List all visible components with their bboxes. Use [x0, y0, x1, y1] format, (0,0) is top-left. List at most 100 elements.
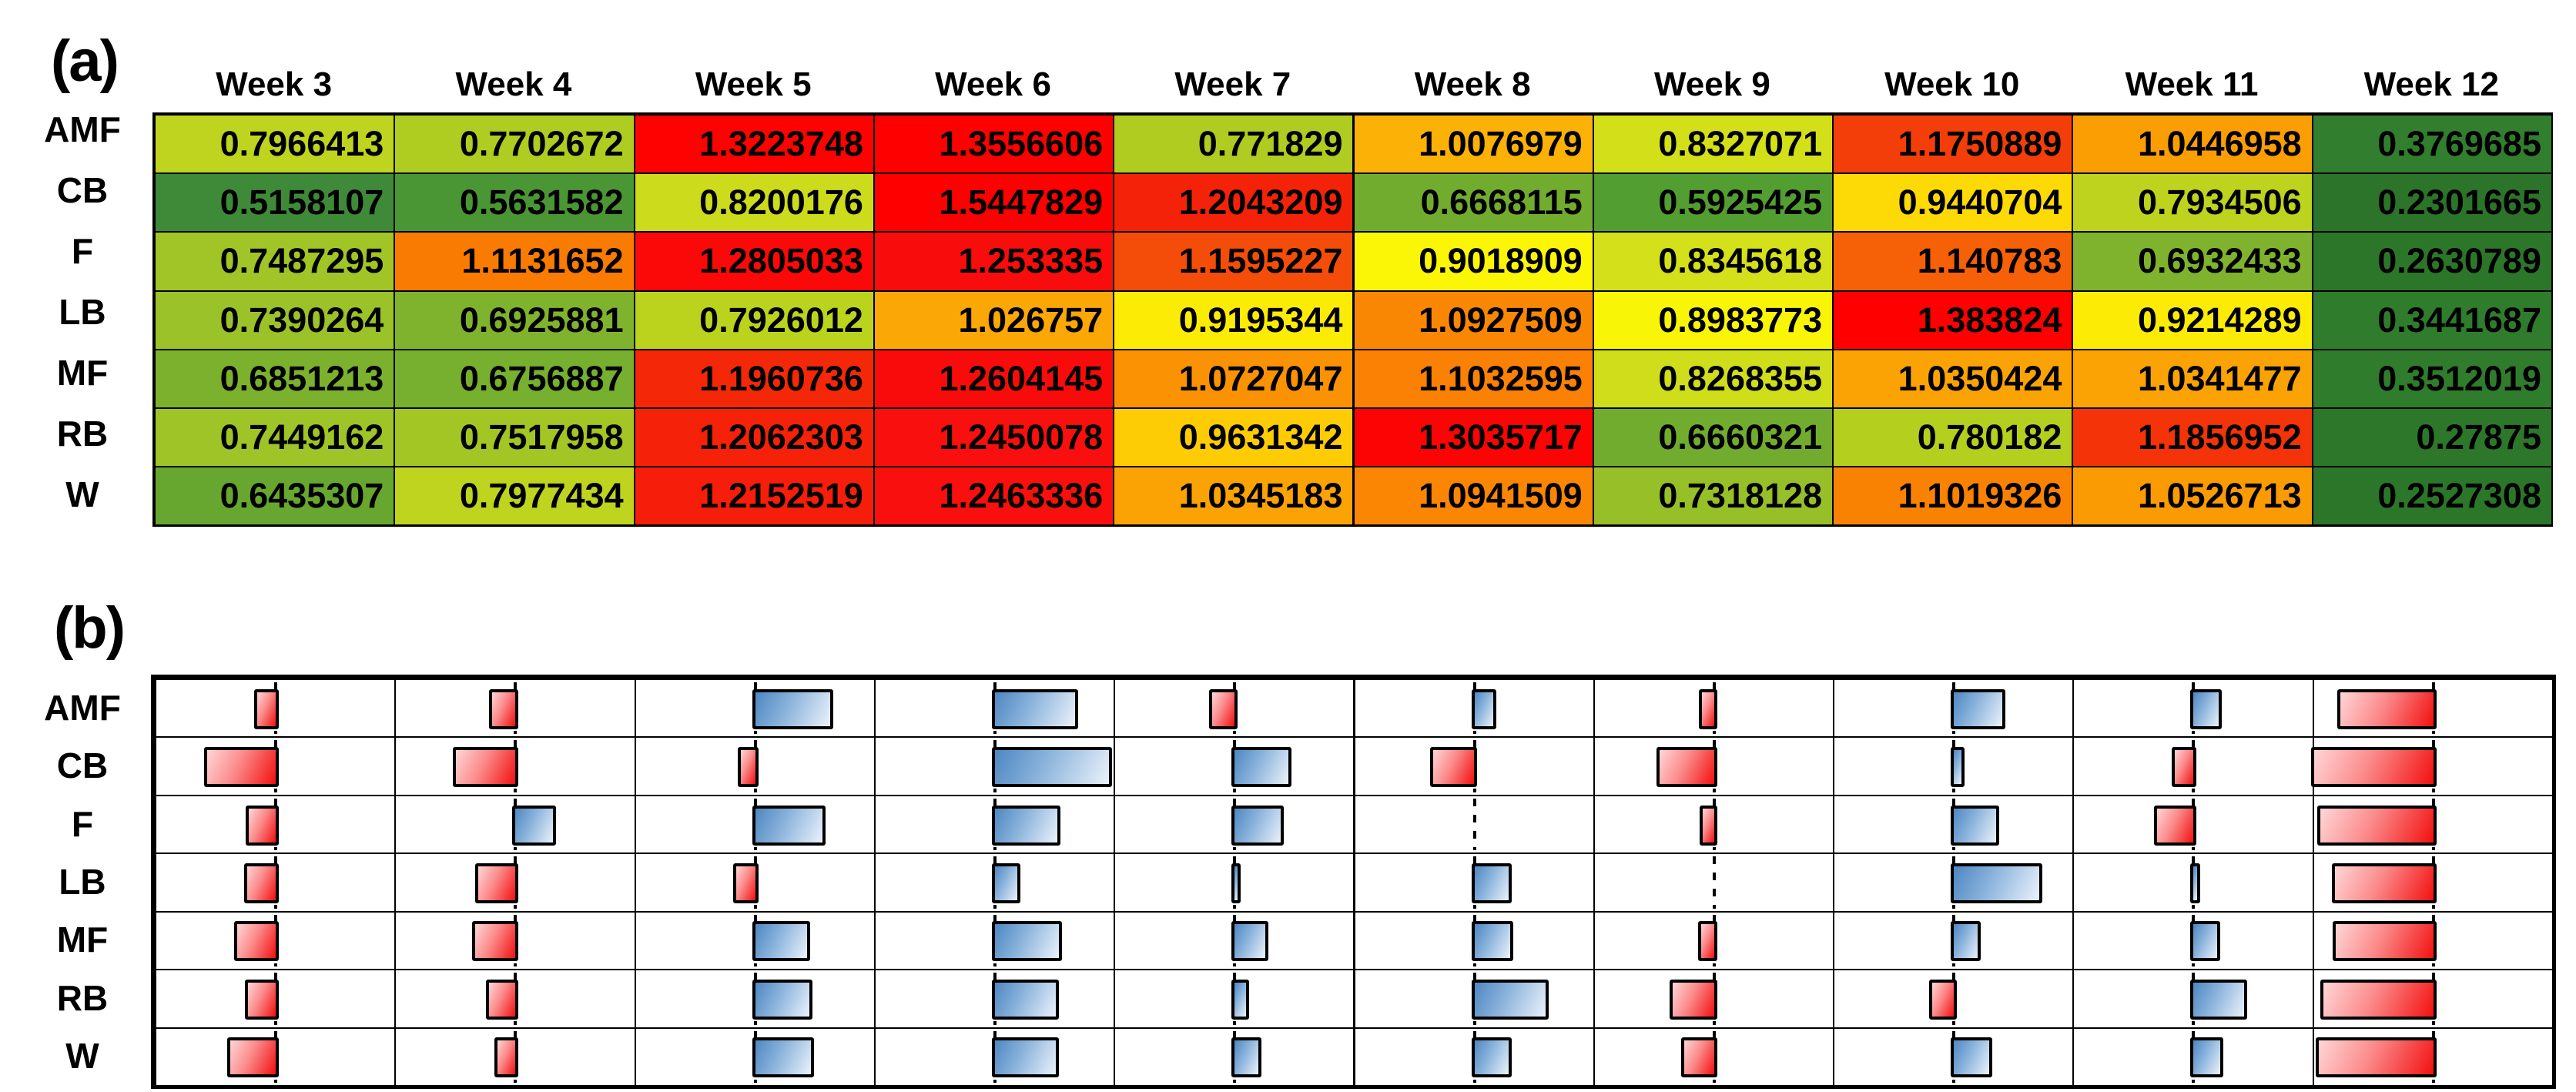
column-header: Week 5 [695, 65, 812, 103]
deviation-cell [1833, 910, 2075, 971]
deviation-bar-above [1231, 747, 1291, 788]
heatmap-cell: 1.0345183 [1113, 466, 1355, 527]
deviation-bar-below [2337, 688, 2437, 729]
heatmap-cell: 1.2062303 [633, 407, 875, 468]
deviation-row-label: F [71, 803, 94, 844]
deviation-cell [1353, 794, 1595, 855]
deviation-cell [1593, 736, 1835, 796]
deviation-bar-above [991, 688, 1079, 729]
deviation-bar-above [991, 863, 1020, 903]
heatmap-cell: 1.2450078 [873, 407, 1115, 468]
heatmap-cell: 0.9214289 [2072, 290, 2313, 350]
deviation-row-label: CB [56, 745, 109, 786]
deviation-row-label: LB [59, 862, 106, 902]
deviation-bar-below [2316, 805, 2437, 846]
deviation-cell [873, 910, 1116, 971]
deviation-bar-above [1231, 979, 1249, 1020]
deviation-bar-above [1951, 921, 1981, 962]
deviation-bar-above [2190, 688, 2223, 729]
deviation-cell [2311, 736, 2554, 796]
heatmap-cell: 1.2604145 [873, 348, 1115, 409]
deviation-bar-below [1669, 979, 1717, 1020]
deviation-cell [634, 910, 876, 971]
deviation-bar-below [1929, 979, 1958, 1020]
deviation-cell [1353, 678, 1595, 739]
deviation-bar-above [1471, 863, 1512, 903]
column-header: Week 11 [2125, 65, 2259, 103]
deviation-bar-below [475, 863, 519, 903]
column-header: Week 8 [1414, 65, 1531, 103]
deviation-bar-below [204, 747, 279, 788]
deviation-cell [1114, 678, 1355, 739]
deviation-bar-below [1429, 747, 1478, 788]
deviation-cell [2072, 678, 2314, 739]
deviation-cell [1593, 910, 1835, 971]
heatmap-cell: 0.3512019 [2311, 348, 2553, 409]
deviation-bar-above [1951, 747, 1965, 788]
deviation-cell [155, 736, 397, 796]
deviation-bar-above [1471, 1037, 1512, 1078]
deviation-bar-below [1699, 688, 1717, 729]
deviation-cell [1833, 678, 2075, 739]
deviation-bar-above [752, 979, 812, 1020]
deviation-cell [2072, 736, 2314, 796]
heatmap-cell: 1.1019326 [1832, 466, 2074, 527]
heatmap-cell: 0.6435307 [154, 466, 396, 527]
heatmap-cell: 1.383824 [1832, 290, 2074, 350]
heatmap-cell: 0.5925425 [1592, 173, 1834, 233]
deviation-bar-below [1656, 747, 1717, 788]
heatmap-cell: 0.5158107 [154, 173, 396, 233]
deviation-cell [2072, 910, 2314, 971]
heatmap-cell: 0.7517958 [394, 407, 635, 468]
deviation-bar-above [752, 688, 833, 729]
column-header: Week 6 [935, 65, 1051, 103]
heatmap-cell: 0.7926012 [633, 290, 875, 350]
deviation-bar-above [991, 805, 1060, 846]
heatmap-cell: 1.253335 [873, 231, 1115, 292]
deviation-bar-above [752, 921, 811, 962]
heatmap-cell: 1.026757 [873, 290, 1115, 350]
deviation-cell [1114, 736, 1355, 796]
heatmap-cell: 1.0927509 [1352, 290, 1594, 350]
deviation-bar-below [494, 1037, 519, 1078]
deviation-bar-below [226, 1037, 279, 1078]
deviation-cell [634, 1027, 876, 1087]
deviation-bar-below [2315, 1037, 2437, 1078]
heatmap-cell: 1.2043209 [1113, 173, 1355, 233]
deviation-cell [1833, 794, 2075, 855]
heatmap-cell: 0.780182 [1832, 407, 2074, 468]
deviation-bar-above [2190, 863, 2201, 903]
heatmap-row-label: RB [56, 414, 109, 454]
deviation-bar-above [991, 921, 1062, 962]
deviation-cell [155, 910, 397, 971]
deviation-cell [2072, 852, 2314, 913]
deviation-cell [1593, 852, 1835, 913]
deviation-bar-below [1699, 805, 1717, 846]
deviation-bar-below [2311, 747, 2437, 788]
heatmap-cell: 1.0941509 [1352, 466, 1594, 527]
deviation-cell [1833, 852, 2075, 913]
heatmap-cell: 0.7977434 [394, 466, 635, 527]
heatmap-cell: 0.3441687 [2311, 290, 2553, 350]
deviation-cell [1114, 910, 1355, 971]
deviation-cell [1114, 1027, 1355, 1087]
deviation-cell [155, 794, 397, 855]
deviation-cell [2312, 852, 2554, 913]
deviation-bar-above [1231, 863, 1241, 903]
column-header: Week 12 [2363, 65, 2499, 103]
heatmap-cell: 0.7702672 [394, 114, 635, 175]
deviation-row-label: AMF [44, 687, 121, 728]
deviation-cell [394, 1027, 636, 1087]
heatmap-cell: 1.0076979 [1352, 114, 1594, 175]
heatmap-cell: 0.6668115 [1352, 173, 1594, 233]
deviation-bar-below [1680, 1037, 1717, 1078]
heatmap-cell: 1.140783 [1832, 231, 2074, 292]
deviation-cell [155, 852, 397, 913]
deviation-cell [394, 969, 636, 1029]
heatmap-cell: 0.7318128 [1592, 466, 1834, 527]
deviation-bar-above [1471, 688, 1497, 729]
heatmap-cell: 0.6925881 [394, 290, 635, 350]
deviation-cell [634, 794, 876, 855]
deviation-bar-above [2190, 1037, 2224, 1078]
deviation-bar-above [1951, 1037, 1993, 1078]
